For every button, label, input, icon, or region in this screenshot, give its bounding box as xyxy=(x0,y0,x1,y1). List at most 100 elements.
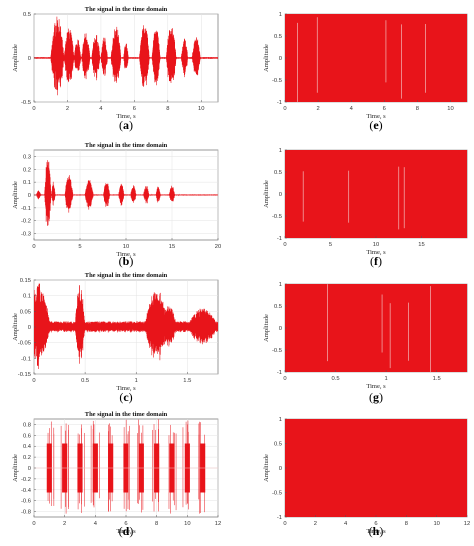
signal-trace xyxy=(34,283,218,370)
x-tick-label: 1 xyxy=(135,378,138,384)
y-tick-label: 0.15 xyxy=(20,278,31,284)
y-tick-label: 0.5 xyxy=(274,304,282,310)
x-tick-label: 0.5 xyxy=(332,376,340,382)
data-layer xyxy=(34,419,218,514)
y-tick-label: 0 xyxy=(279,326,282,332)
y-tick-label: 0 xyxy=(279,56,282,62)
x-axis-label: Time, s xyxy=(116,528,136,535)
signal-trace xyxy=(34,16,218,96)
x-tick-label: 0 xyxy=(32,244,35,250)
y-tick-label: -1 xyxy=(277,236,282,242)
y-tick-label: 0.8 xyxy=(23,422,31,428)
x-tick-label: 8 xyxy=(405,521,408,527)
x-axis-label: Time, s xyxy=(366,249,386,256)
y-tick-label: -0.2 xyxy=(21,477,31,483)
y-tick-label: 0.1 xyxy=(23,294,31,300)
y-tick-label: 0 xyxy=(279,192,282,198)
panel-caption: (c) xyxy=(119,390,132,404)
x-tick-label: 5 xyxy=(329,242,332,248)
data-layer xyxy=(285,14,467,102)
x-tick-label: 0 xyxy=(32,106,35,112)
x-tick-label: 15 xyxy=(169,244,175,250)
x-tick-label: 20 xyxy=(215,244,221,250)
x-tick-label: 6 xyxy=(124,521,127,527)
panel-caption: (a) xyxy=(119,118,133,132)
y-tick-label: 0.2 xyxy=(23,167,31,173)
y-tick-label: 0 xyxy=(279,466,282,472)
x-tick-label: 8 xyxy=(416,106,419,112)
y-tick-label: -0.05 xyxy=(18,341,31,347)
y-tick-label: 0 xyxy=(28,325,31,331)
x-tick-label: 1 xyxy=(384,376,387,382)
y-tick-label: -0.15 xyxy=(18,372,31,378)
y-tick-label: 0.4 xyxy=(23,444,32,450)
panel-caption: (b) xyxy=(119,254,134,268)
x-tick-label: 8 xyxy=(166,106,169,112)
x-tick-label: 2 xyxy=(63,521,66,527)
panel-title: The signal in the time domain xyxy=(85,6,168,13)
y-tick-label: -0.2 xyxy=(21,219,31,225)
x-tick-label: 0 xyxy=(32,521,35,527)
y-tick-label: -0.5 xyxy=(21,100,31,106)
data-layer xyxy=(34,160,218,226)
y-tick-label: -0.3 xyxy=(21,232,31,238)
x-tick-label: 0.5 xyxy=(81,378,89,384)
y-tick-label: -0.5 xyxy=(272,491,282,497)
y-tick-label: 0.3 xyxy=(23,154,31,160)
x-tick-label: 0 xyxy=(32,378,35,384)
y-axis-label: Amplitude xyxy=(263,454,270,482)
x-tick-label: 4 xyxy=(94,521,98,527)
x-tick-label: 10 xyxy=(184,521,190,527)
x-tick-label: 0 xyxy=(283,106,286,112)
signal-trace xyxy=(34,160,218,226)
y-axis-label: Amplitude xyxy=(12,44,19,72)
y-tick-label: -0.6 xyxy=(21,499,31,505)
x-tick-label: 12 xyxy=(215,521,221,527)
x-tick-label: 2 xyxy=(316,106,319,112)
x-tick-label: 6 xyxy=(383,106,386,112)
y-axis-label: Amplitude xyxy=(263,44,270,72)
signal-fill xyxy=(285,284,467,372)
y-tick-label: -0.5 xyxy=(272,78,282,84)
y-tick-label: -0.5 xyxy=(272,348,282,354)
y-tick-label: -1 xyxy=(277,100,282,106)
x-axis-label: Time, s xyxy=(366,383,386,390)
panel-d: 0.80.60.40.20-0.2-0.4-0.6-0.80 2 4 6 8 10 12Th… xyxy=(12,411,221,538)
x-tick-label: 4 xyxy=(99,106,103,112)
x-tick-label: 6 xyxy=(133,106,136,112)
x-axis-label: Time, s xyxy=(116,385,136,392)
y-tick-label: 1 xyxy=(279,148,282,154)
y-tick-label: 0.6 xyxy=(23,433,31,439)
x-tick-label: 8 xyxy=(155,521,158,527)
panel-caption: (f) xyxy=(370,254,382,268)
data-layer xyxy=(285,419,467,517)
y-tick-label: 1 xyxy=(279,417,282,423)
y-tick-label: 0 xyxy=(28,56,31,62)
panel-title: The signal in the time domain xyxy=(85,411,168,418)
x-tick-label: 12 xyxy=(464,521,470,527)
data-layer xyxy=(34,16,218,96)
y-tick-label: -0.4 xyxy=(21,488,32,494)
y-tick-label: 1 xyxy=(279,12,282,18)
y-axis-label: Amplitude xyxy=(263,314,270,342)
y-tick-label: 1 xyxy=(279,282,282,288)
x-tick-label: 2 xyxy=(314,521,317,527)
panel-title: The signal in the time domain xyxy=(85,142,168,149)
x-tick-label: 4 xyxy=(344,521,348,527)
y-tick-label: -0.5 xyxy=(272,214,282,220)
panel-caption: (d) xyxy=(119,524,134,538)
x-tick-label: 10 xyxy=(123,244,129,250)
y-tick-label: 0 xyxy=(28,466,31,472)
x-axis-label: Time, s xyxy=(366,528,386,535)
y-tick-label: -0.8 xyxy=(21,510,31,516)
x-tick-label: 5 xyxy=(78,244,81,250)
y-tick-label: 0.05 xyxy=(20,309,31,315)
x-tick-label: 10 xyxy=(373,242,379,248)
signal-fill xyxy=(285,150,467,238)
